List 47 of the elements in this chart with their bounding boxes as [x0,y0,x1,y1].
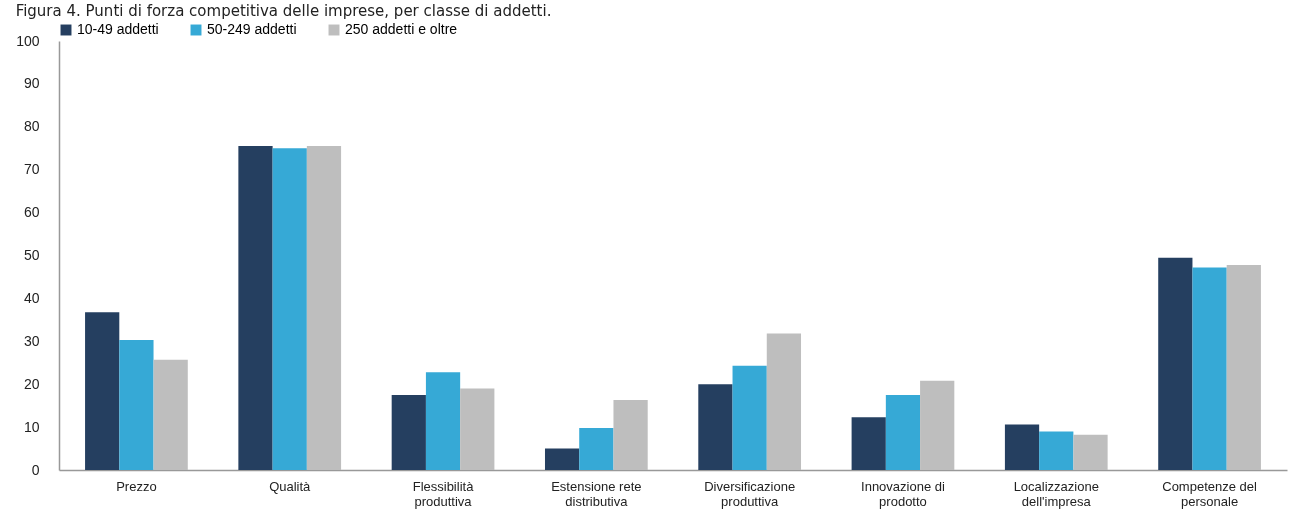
bar [1192,267,1227,470]
bar [1039,431,1074,470]
bar [119,340,154,470]
y-tick-label: 80 [23,118,40,135]
y-tick-label: 100 [16,32,40,49]
bar [698,384,733,470]
y-tick-label: 20 [23,375,40,392]
bar [1004,424,1040,470]
bar [732,365,767,470]
y-tick-label: 60 [23,204,40,221]
y-tick-label: 50 [23,247,40,263]
bar [1158,257,1193,470]
bar [885,394,921,470]
y-tick-label: 90 [23,75,40,92]
legend-label: 50-249 addetti [207,21,297,37]
bar [238,146,273,470]
bar [851,417,886,470]
y-tick-label: 30 [23,332,40,349]
bar [460,388,495,470]
bar [920,380,955,470]
bar [153,359,188,470]
x-tick-label: Flessibilità produttiva [412,478,475,509]
y-tick-label: 70 [23,161,40,178]
bar [544,448,580,470]
bar [613,400,648,470]
chart-title: Figura 4. Punti di forza competitiva delle imprese, per classe di addetti. [15,2,552,20]
bar [1226,264,1261,470]
bar [425,372,461,470]
bar [85,312,120,470]
bar [579,427,614,470]
y-tick-label: 40 [23,289,40,306]
x-tick-label: Innovazione di prodotto [861,478,945,509]
bar [1073,434,1108,470]
legend-label: 250 addetti e oltre [345,21,458,37]
x-tick-label: Qualità [269,478,312,494]
x-tick-label: Diversificazione produttiva [704,478,796,509]
x-tick-label: Estensione rete distributiva [551,478,642,509]
bar [272,148,307,470]
bar [391,394,426,470]
y-tick-label: 0 [31,461,40,478]
legend-label: 10-49 addetti [77,21,159,37]
x-tick-label: Prezzo [116,478,157,494]
bar [766,333,802,470]
y-tick-label: 10 [23,418,40,435]
bar [306,146,342,470]
x-tick-label: Competenze del personale [1162,478,1258,509]
x-tick-label: Localizzazione dell'impresa [1013,478,1099,509]
